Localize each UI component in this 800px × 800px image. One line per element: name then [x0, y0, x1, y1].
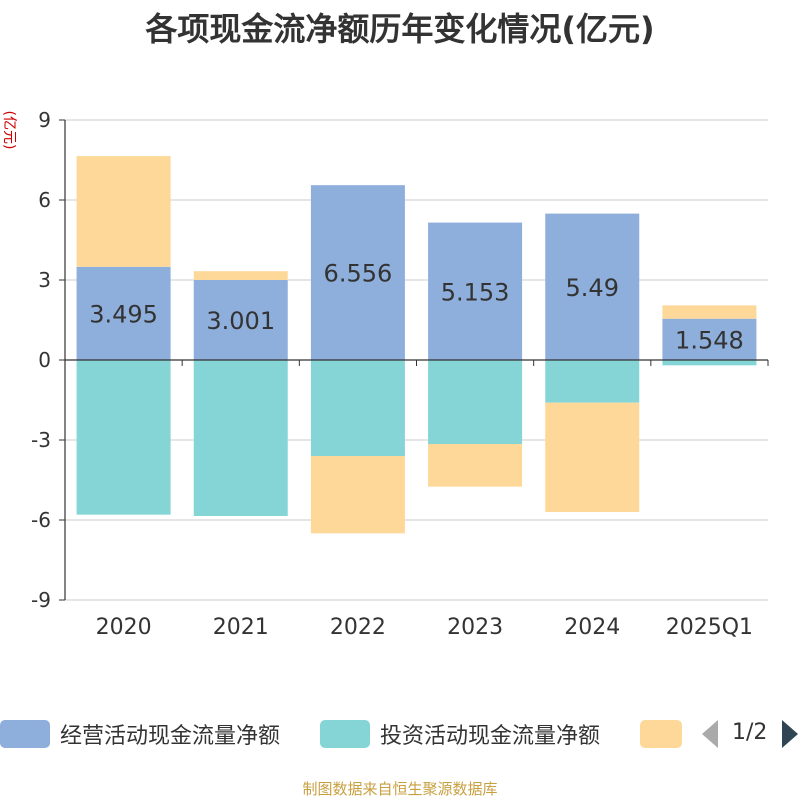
- bar-operating: [428, 222, 523, 360]
- data-label: 1.548: [675, 326, 744, 354]
- legend-page-indicator: 1/2: [732, 720, 768, 745]
- y-tick-label: 3: [38, 268, 51, 292]
- bar-operating: [193, 279, 288, 360]
- legend: 经营活动现金流量净额 投资活动现金流量净额 1/2: [0, 712, 800, 756]
- legend-item-investing[interactable]: 投资活动现金流量净额: [320, 720, 601, 749]
- x-tick-label: 2024: [564, 615, 620, 640]
- legend-item-operating[interactable]: 经营活动现金流量净额: [0, 720, 281, 749]
- x-tick-label: 2023: [447, 615, 503, 640]
- bar-operating: [662, 318, 757, 360]
- bar-investing: [310, 360, 405, 456]
- bar-investing: [76, 360, 171, 515]
- data-label: 3.001: [206, 307, 275, 335]
- legend-label-investing: 投资活动现金流量净额: [380, 724, 601, 749]
- legend-prev-page-icon[interactable]: [702, 720, 718, 748]
- bar-operating: [310, 185, 405, 360]
- y-tick-label: -3: [31, 428, 51, 452]
- legend-swatch-financing: [640, 720, 682, 748]
- bar-investing: [428, 360, 523, 444]
- bar-operating: [76, 266, 171, 360]
- legend-pager: 1/2: [700, 718, 800, 750]
- data-label: 6.556: [324, 260, 393, 288]
- legend-next-page-icon[interactable]: [782, 720, 798, 748]
- bar-operating: [545, 213, 640, 360]
- legend-swatch-operating: [0, 720, 50, 748]
- y-tick-label: -6: [31, 508, 51, 532]
- legend-item-financing[interactable]: [640, 720, 692, 748]
- y-tick-label: 9: [38, 108, 51, 132]
- chart-title: 各项现金流净额历年变化情况(亿元): [145, 10, 655, 48]
- y-tick-label: 0: [38, 348, 51, 372]
- x-tick-label: 2020: [96, 615, 152, 640]
- bar-investing: [662, 360, 757, 366]
- bar-financing: [193, 271, 288, 280]
- bar-investing: [545, 360, 640, 403]
- cash-flow-chart: 9 6 3 0 -3 -6 -9 3.495 2020 3.001 2021 6.556 2022 5.1…: [31, 108, 769, 640]
- legend-label-operating: 经营活动现金流量净额: [60, 724, 281, 749]
- x-tick-label: 2021: [213, 615, 269, 640]
- data-label: 3.495: [89, 300, 158, 328]
- y-tick-label: -9: [31, 588, 51, 612]
- bar-financing: [545, 402, 640, 512]
- bar-investing: [193, 360, 288, 516]
- bar-financing: [310, 456, 405, 534]
- data-source-footer: 制图数据来自恒生聚源数据库: [302, 780, 498, 798]
- bar-financing: [662, 305, 757, 319]
- legend-swatch-investing: [320, 720, 370, 748]
- y-tick-label: 6: [38, 188, 51, 212]
- data-label: 5.153: [441, 278, 510, 306]
- x-tick-label: 2025Q1: [666, 615, 753, 640]
- bar-financing: [428, 444, 523, 487]
- bar-financing: [76, 156, 171, 267]
- x-tick-label: 2022: [330, 615, 386, 640]
- data-label: 5.49: [566, 274, 619, 302]
